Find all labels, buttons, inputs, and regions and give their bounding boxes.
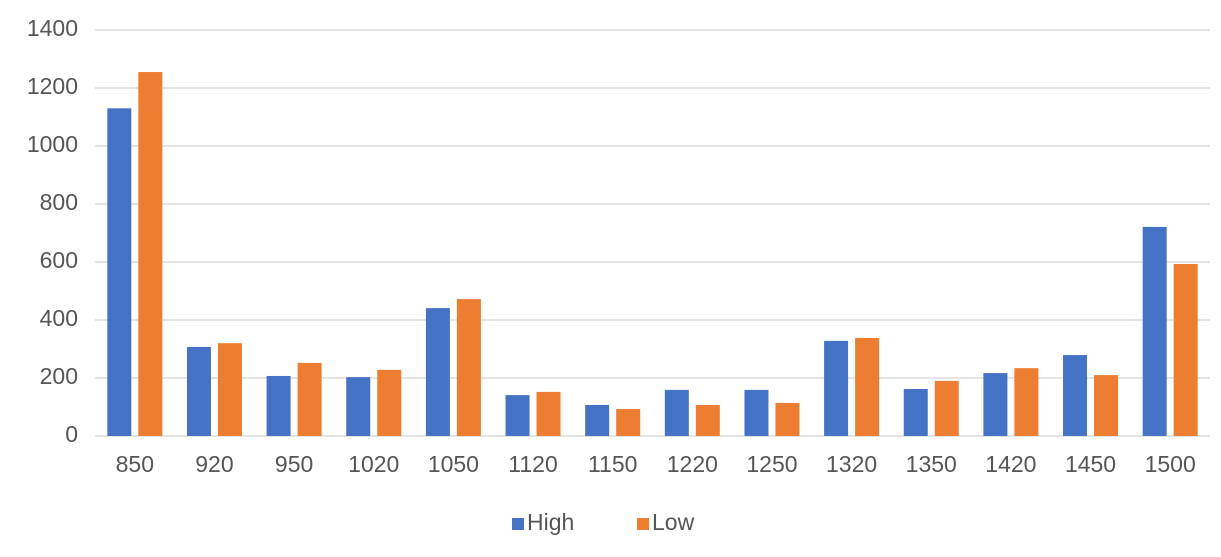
y-tick-label: 800	[40, 189, 78, 215]
x-tick-label: 1050	[428, 451, 479, 477]
bar	[186, 346, 211, 436]
bar	[346, 377, 371, 436]
bar	[616, 409, 641, 436]
bar	[903, 389, 928, 436]
bar	[824, 340, 849, 436]
bar	[138, 72, 163, 437]
y-tick-label: 600	[40, 247, 78, 273]
bar	[266, 375, 291, 436]
x-tick-label: 950	[275, 451, 313, 477]
bar	[1142, 226, 1167, 436]
bar	[217, 343, 242, 436]
y-tick-label: 0	[65, 421, 78, 447]
bar	[585, 404, 610, 436]
bar	[695, 404, 720, 436]
bar	[934, 380, 959, 436]
x-tick-label: 1420	[985, 451, 1036, 477]
bar	[744, 389, 769, 436]
x-tick-label: 850	[116, 451, 154, 477]
y-tick-label: 400	[40, 305, 78, 331]
bar	[664, 389, 689, 436]
x-tick-label: 1450	[1065, 451, 1116, 477]
bar	[536, 391, 561, 436]
bar	[377, 369, 402, 436]
x-tick-label: 1020	[348, 451, 399, 477]
bar	[505, 395, 530, 436]
x-tick-label: 1320	[826, 451, 877, 477]
bar	[1173, 264, 1198, 436]
bar	[1063, 355, 1088, 436]
x-tick-label: 1150	[588, 451, 637, 477]
bar	[1014, 368, 1039, 436]
y-tick-label: 200	[40, 363, 78, 389]
x-tick-label: 1350	[906, 451, 957, 477]
bar	[297, 362, 322, 436]
bar	[855, 337, 880, 436]
legend-label: Low	[652, 509, 695, 535]
x-tick-label: 1120	[508, 451, 557, 477]
bar	[983, 373, 1008, 436]
bar	[775, 402, 800, 436]
bar	[425, 308, 450, 436]
x-tick-label: 1220	[667, 451, 718, 477]
y-tick-label: 1000	[27, 131, 78, 157]
bar	[1094, 375, 1119, 436]
legend-label: High	[527, 509, 574, 535]
bar	[456, 299, 481, 436]
x-tick-label: 920	[195, 451, 233, 477]
y-tick-label: 1200	[27, 73, 78, 99]
legend-swatch	[637, 518, 649, 530]
bar	[107, 108, 132, 437]
x-tick-label: 1500	[1145, 451, 1196, 477]
y-tick-label: 1400	[27, 15, 78, 41]
x-tick-label: 1250	[746, 451, 797, 477]
legend-swatch	[512, 518, 524, 530]
